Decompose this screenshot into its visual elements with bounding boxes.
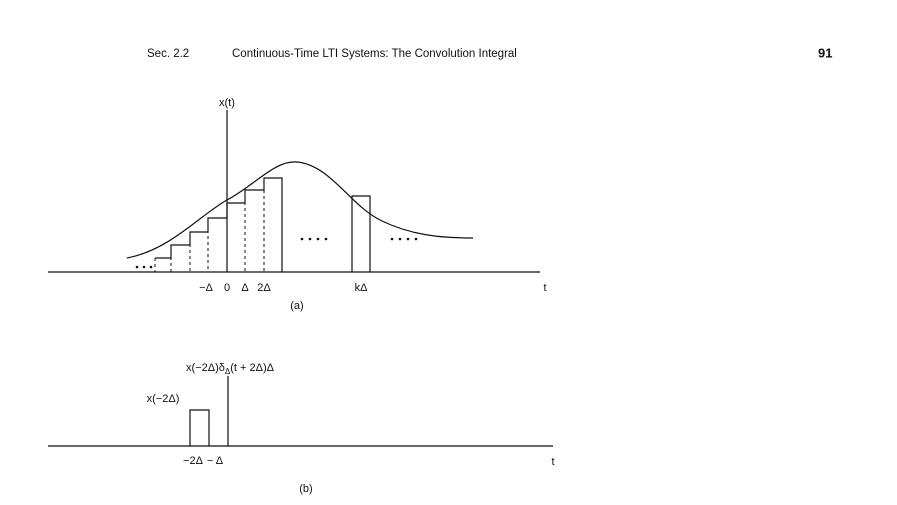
x-label: t — [543, 282, 546, 294]
height-label: x(−2Δ) — [147, 393, 180, 405]
tick-label: kΔ — [355, 282, 369, 294]
caption: (a) — [290, 300, 303, 312]
figure-a: x(t) −Δ 0 Δ 2Δ kΔ t (a) — [48, 97, 547, 312]
staircase — [155, 177, 283, 272]
caption: (b) — [299, 483, 312, 495]
pulse-label: x(−2Δ)δΔ(t + 2Δ)Δ — [186, 362, 275, 376]
curve — [126, 161, 474, 259]
dashed-lines — [154, 178, 371, 272]
tick-label: Δ — [241, 282, 249, 294]
tick-label: −2Δ — [183, 455, 204, 467]
y-label: x(t) — [219, 97, 235, 109]
label-subscript: Δ — [225, 367, 231, 376]
label-rest: (t + 2Δ)Δ — [230, 362, 274, 374]
label-main: x(−2Δ)δ — [186, 362, 225, 374]
pulse — [189, 409, 210, 446]
tick-label: 0 — [224, 282, 230, 294]
tick-label: 2Δ — [257, 282, 271, 294]
page-number: 91 — [818, 45, 832, 60]
section-number: Sec. 2.2 — [147, 48, 189, 60]
tick-label: − Δ — [207, 455, 224, 467]
section-title: Continuous-Time LTI Systems: The Convolu… — [232, 48, 517, 60]
figure-b: x(−2Δ)δΔ(t + 2Δ)Δ x(−2Δ) −2Δ − Δ t (b) — [48, 362, 555, 495]
x-label: t — [551, 456, 554, 468]
tick-label: −Δ — [199, 282, 213, 294]
ellipsis — [135, 237, 418, 269]
